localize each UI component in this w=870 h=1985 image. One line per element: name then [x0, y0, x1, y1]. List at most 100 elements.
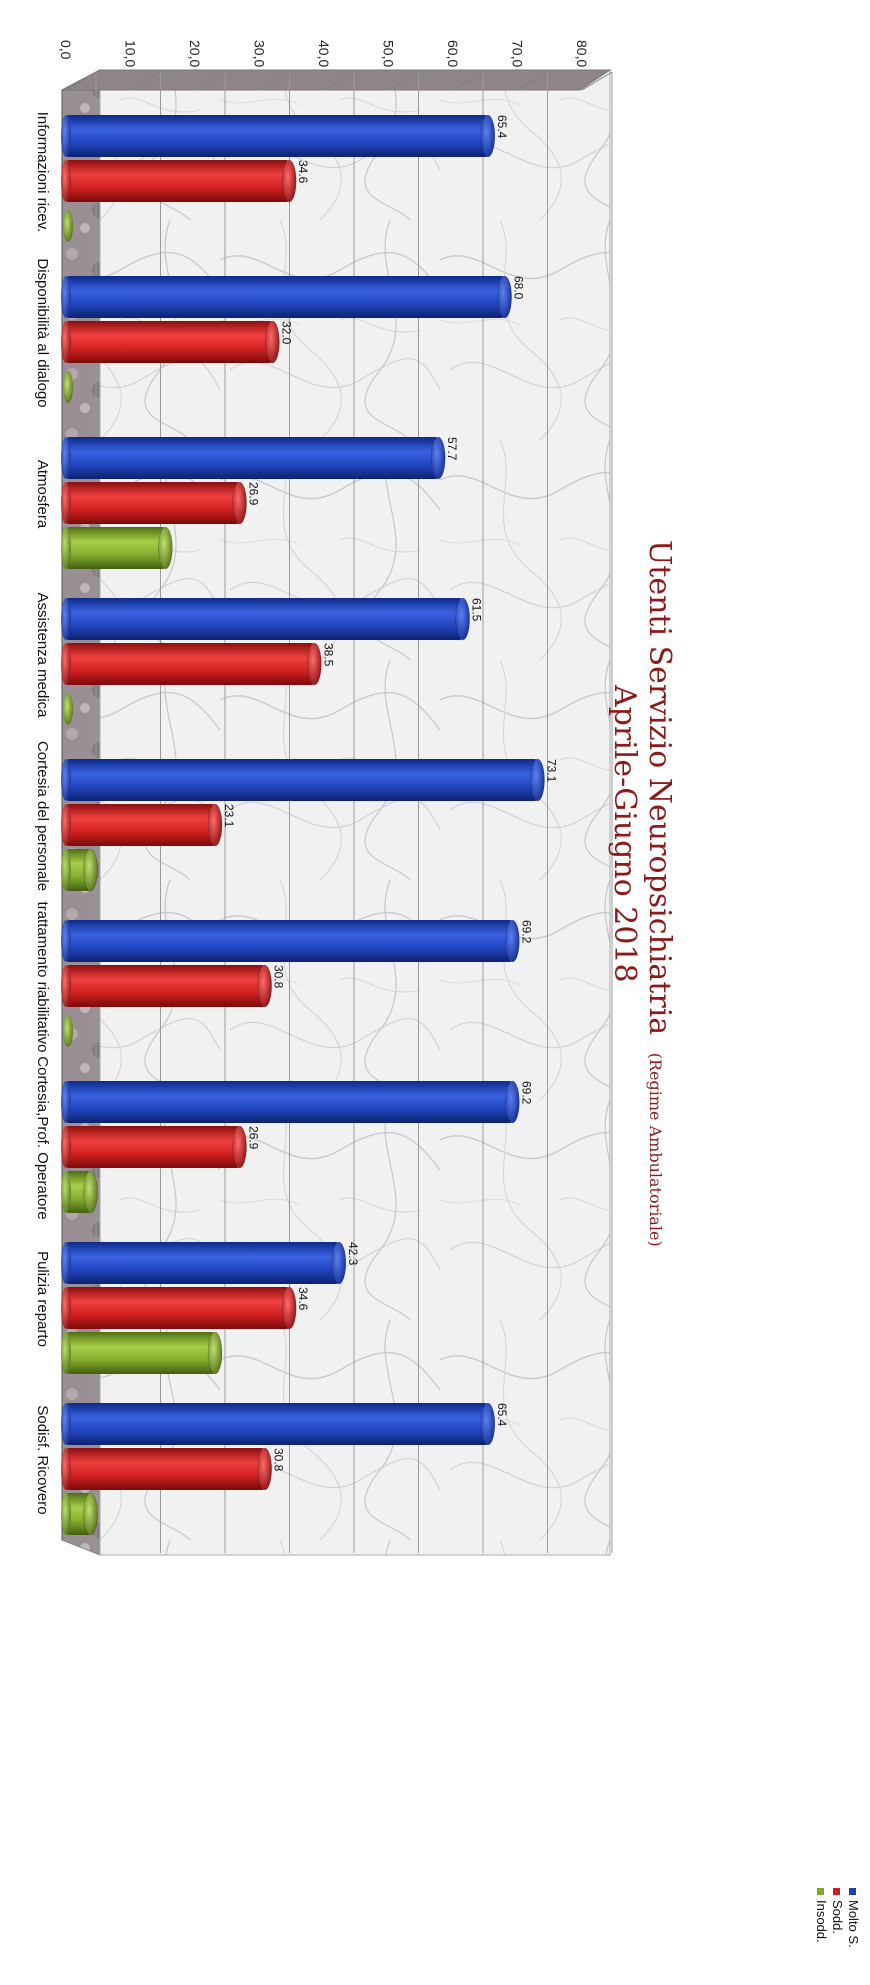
bar-base	[61, 115, 71, 157]
chart-title: Utenti Servizio Neuropsichiatria (Regime…	[642, 540, 677, 1247]
bar-body	[66, 160, 290, 202]
bar-body	[66, 1126, 240, 1168]
bar-base	[61, 527, 71, 569]
bar	[61, 526, 173, 570]
bar-cap	[207, 803, 223, 847]
y-tick-label: 30,0	[252, 40, 268, 67]
y-tick-label: 80,0	[574, 40, 590, 67]
bar	[61, 1331, 223, 1375]
x-tick-label: Disponibilità al dialogo	[34, 258, 51, 407]
bar-cap	[455, 597, 470, 641]
data-label: 69.2	[519, 1081, 533, 1105]
bar-base	[61, 1448, 71, 1490]
y-tick-label: 40,0	[316, 40, 332, 67]
bar-cap	[505, 919, 520, 963]
x-tick-label: Sodisf. Ricovero	[34, 1405, 51, 1514]
data-label: 34.6	[296, 160, 310, 184]
bar-cap	[83, 1170, 98, 1214]
data-label: 34.6	[296, 1287, 310, 1311]
data-label: 65.4	[495, 115, 509, 139]
bar-cap	[430, 436, 446, 480]
y-tick-label: 20,0	[187, 40, 203, 67]
bar-base	[61, 920, 71, 962]
data-label: 23.1	[222, 804, 236, 828]
bar	[61, 275, 512, 319]
bar-cap	[265, 320, 280, 364]
category-labels: Informazioni ricev. Disponibilità al dial…	[34, 112, 51, 1515]
bar	[63, 371, 73, 403]
bar	[61, 848, 98, 892]
bar-base	[61, 276, 71, 318]
data-label: 65.4	[495, 1403, 509, 1427]
data-label: 61.5	[470, 598, 484, 622]
bar-cap	[497, 275, 512, 319]
bar-base	[61, 804, 71, 846]
plot-top-edge	[61, 69, 612, 91]
bar-body	[66, 965, 265, 1007]
bar	[63, 210, 73, 242]
bar-body	[66, 920, 513, 962]
bar-body	[66, 527, 166, 569]
bar-base	[61, 1126, 71, 1168]
bar	[61, 1286, 297, 1330]
bar-body	[66, 849, 91, 891]
bar-body	[66, 1332, 215, 1374]
data-label: 38.5	[321, 643, 335, 667]
data-label: 73.1	[544, 759, 558, 783]
bar-cap	[480, 114, 496, 158]
bar-body	[66, 115, 488, 157]
bar	[61, 1125, 247, 1169]
bar-cap	[530, 758, 545, 802]
data-labels: 65.4 34.6 68.0 32.0 57.7 26.9 61.5 38.5 73.1 23.1…	[222, 115, 559, 1472]
x-tick-label: trattamento riabilitativo	[34, 902, 51, 1053]
bar-cap	[158, 526, 173, 570]
legend-label: Molto S.	[846, 1900, 861, 1948]
bar-body	[66, 1171, 91, 1213]
bar-body	[66, 482, 240, 524]
x-tick-label: Cortesia del personale	[34, 741, 51, 891]
bar	[61, 159, 297, 203]
bar	[61, 436, 446, 480]
bar	[61, 919, 520, 963]
bar	[61, 1402, 496, 1446]
chart-subtitle: Aprile-Giugno 2018	[607, 684, 642, 983]
y-tick-label: 0,0	[58, 40, 74, 60]
legend-item: Molto S.	[846, 1888, 861, 1948]
grid-line-floor	[259, 71, 290, 91]
bar-base	[61, 321, 71, 363]
bar-body	[66, 437, 439, 479]
bar-base	[61, 1332, 71, 1374]
bar-cap	[281, 159, 297, 203]
legend: Molto S.Sodd.Insodd.	[814, 1888, 861, 1948]
bar-cap	[257, 1447, 272, 1491]
legend-item: Sodd.	[830, 1888, 845, 1934]
bar-cap	[480, 1402, 496, 1446]
data-label: 69.2	[519, 920, 533, 944]
bar-body	[66, 759, 538, 801]
bar-body	[66, 1081, 513, 1123]
bar-base	[61, 1171, 71, 1213]
bar-body	[66, 804, 215, 846]
bar	[61, 642, 322, 686]
bar-base	[61, 1242, 71, 1284]
legend-swatch	[817, 1888, 824, 1895]
bar-base	[61, 1287, 71, 1329]
bar	[61, 1447, 272, 1491]
bar-body	[66, 1448, 265, 1490]
bar	[61, 803, 223, 847]
bar	[61, 1492, 98, 1536]
bar-cap	[232, 1125, 247, 1169]
legend-label: Insodd.	[814, 1900, 829, 1943]
data-label: 26.9	[247, 482, 261, 506]
bar-cap	[83, 848, 98, 892]
bar-cap-zero	[63, 210, 73, 242]
grid-line-floor	[388, 71, 419, 91]
data-label: 32.0	[279, 321, 293, 345]
bar-body	[66, 1287, 290, 1329]
bar-body	[66, 643, 315, 685]
grid-line-floor	[452, 71, 484, 91]
bar	[61, 1241, 347, 1285]
bar-body	[66, 1403, 488, 1445]
grid-line-floor	[194, 71, 226, 91]
data-label: 68.0	[512, 276, 526, 300]
